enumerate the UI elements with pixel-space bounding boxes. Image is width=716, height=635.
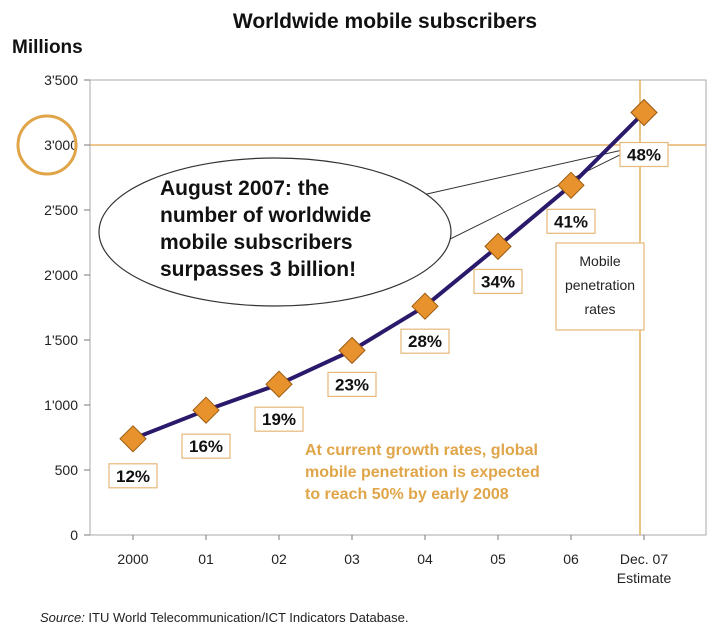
callout-seam: [416, 198, 436, 244]
x-tick-label: 05: [490, 551, 506, 567]
penetration-label-box: [546, 208, 596, 234]
penetration-label-text: 48%: [627, 146, 661, 165]
x-axis-ticks: 2000 01 02 03 04 05 06 Dec. 07 Estimate: [117, 535, 671, 586]
chart-title: Worldwide mobile subscribers: [233, 10, 537, 33]
penetration-label: 19%: [254, 406, 304, 432]
mobile-box-line-1: Mobile: [579, 253, 620, 269]
callout-line-4: surpasses 3 billion!: [160, 258, 356, 281]
penetration-label-box: [473, 268, 523, 294]
penetration-label-box: [327, 371, 377, 397]
growth-note: At current growth rates, global mobile p…: [305, 442, 540, 503]
penetration-label: 41%: [546, 208, 596, 234]
data-point-marker: [484, 232, 512, 261]
growth-note-line-2: mobile penetration is expected: [305, 464, 540, 481]
x-tick-label: 03: [344, 551, 360, 567]
x-tick-label: Dec. 07: [620, 551, 668, 567]
mobile-box-line-2: penetration: [565, 277, 635, 293]
source-text: ITU World Telecommunication/ICT Indicato…: [85, 610, 409, 625]
y-tick-label: 1'500: [44, 332, 78, 348]
penetration-label: 48%: [619, 141, 669, 168]
source-label: Source:: [40, 610, 85, 625]
penetration-label: 34%: [473, 268, 523, 294]
y-tick-label: 2'500: [44, 202, 78, 218]
penetration-label-text: 12%: [116, 467, 150, 486]
x-tick-label: 02: [271, 551, 287, 567]
data-point-marker: [630, 98, 658, 127]
data-point-marker: [338, 336, 366, 365]
growth-note-line-1: At current growth rates, global: [305, 442, 538, 459]
y-axis-label: Millions: [12, 37, 83, 58]
y-tick-label: 500: [55, 462, 79, 478]
source-footnote: Source: ITU World Telecommunication/ICT …: [40, 610, 409, 625]
mobile-box-line-3: rates: [584, 301, 615, 317]
data-point-marker: [265, 370, 293, 398]
x-tick-label: 06: [563, 551, 579, 567]
penetration-label-text: 34%: [481, 272, 515, 291]
penetration-label-text: 16%: [189, 437, 223, 456]
penetration-label-text: 41%: [554, 212, 588, 231]
x-tick-label: 04: [417, 551, 433, 567]
penetration-label: 12%: [108, 463, 158, 489]
mobile-penetration-box: Mobile penetration rates: [555, 242, 645, 331]
subscribers-series-line: [132, 111, 646, 441]
penetration-label-box: [181, 433, 231, 459]
callout-ellipse: [98, 157, 452, 307]
penetration-label: 23%: [327, 371, 377, 397]
penetration-label-box: [254, 406, 304, 432]
y-tick-label: 3'500: [44, 72, 78, 88]
three-billion-highlight-circle: [16, 114, 78, 176]
penetration-label-text: 28%: [408, 332, 442, 351]
x-tick-label: 2000: [117, 551, 148, 567]
data-point-marker: [411, 292, 439, 320]
callout-bubble: August 2007: the number of worldwide mob…: [98, 146, 637, 307]
mobile-penetration-box-frame: [555, 242, 645, 331]
penetration-rate-labels: 12% 16% 19% 23% 28% 34% 41% 48%: [108, 141, 669, 489]
y-tick-label: 0: [70, 527, 78, 543]
penetration-label-box: [400, 328, 450, 354]
growth-note-line-3: to reach 50% by early 2008: [305, 486, 509, 503]
penetration-label-box: [108, 463, 158, 489]
data-point-markers: [119, 98, 658, 453]
penetration-label-text: 23%: [335, 375, 369, 394]
y-axis-ticks: 0 500 1'000 1'500 2'000 2'500 3'000 3'500: [44, 72, 90, 543]
data-point-marker: [119, 425, 147, 453]
penetration-label: 28%: [400, 328, 450, 354]
x-tick-label: Estimate: [617, 570, 672, 586]
penetration-label-box: [619, 141, 669, 168]
plot-area-frame: [89, 79, 707, 536]
penetration-label: 16%: [181, 433, 231, 459]
penetration-label-text: 19%: [262, 410, 296, 429]
y-tick-label: 2'000: [44, 267, 78, 283]
callout-line-3: mobile subscribers: [160, 231, 353, 254]
x-tick-label: 01: [198, 551, 214, 567]
data-point-marker: [192, 396, 220, 424]
data-point-marker: [557, 171, 585, 200]
y-tick-label: 3'000: [44, 137, 78, 153]
callout-line-2: number of worldwide: [160, 204, 371, 227]
callout-line-1: August 2007: the: [160, 177, 329, 200]
y-tick-label: 1'000: [44, 397, 78, 413]
